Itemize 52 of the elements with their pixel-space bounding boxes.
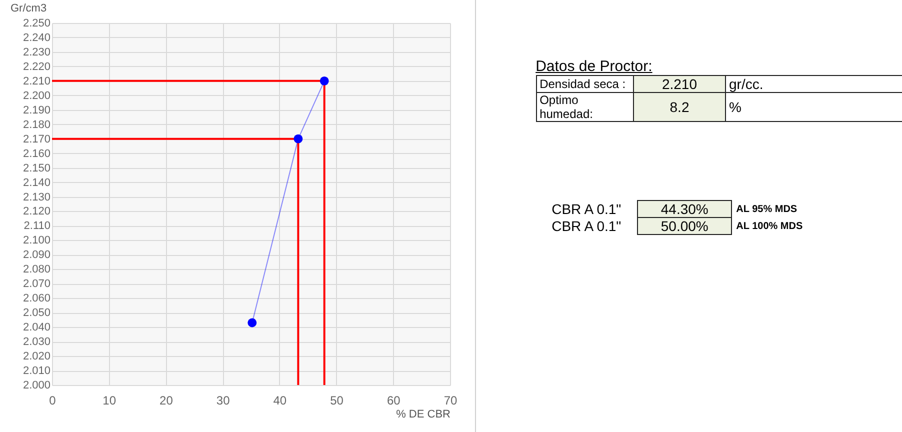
y-tick-label: 2.040 bbox=[22, 322, 50, 334]
point bbox=[294, 134, 303, 144]
text: Datos de Proctor: bbox=[536, 58, 654, 75]
y-tick-label: 2.160 bbox=[22, 148, 50, 160]
x-tick-label: 70 bbox=[444, 394, 458, 408]
y-tick-label: 2.030 bbox=[22, 336, 50, 348]
point bbox=[320, 76, 329, 86]
text: 8.2 bbox=[634, 92, 726, 122]
y-tick-label: 2.070 bbox=[22, 278, 50, 290]
x-tick-label: 0 bbox=[49, 394, 56, 408]
y-tick-label: 2.100 bbox=[22, 234, 50, 247]
x-axis-title: % DE CBR bbox=[396, 408, 451, 420]
y-tick-label: 2.080 bbox=[22, 264, 50, 276]
y-tick-label: 2.150 bbox=[22, 162, 50, 174]
x-tick-label: 30 bbox=[216, 394, 230, 408]
y-tick-label: 2.090 bbox=[22, 249, 50, 262]
y-tick-label: 2.110 bbox=[24, 220, 50, 232]
y-tick-label: 2.230 bbox=[22, 46, 50, 58]
y-tick-label: 2.190 bbox=[22, 104, 50, 116]
y-axis-title: Gr/cm3 bbox=[10, 2, 47, 14]
y-tick-label: 2.180 bbox=[22, 118, 50, 131]
y-tick-label: 2.050 bbox=[22, 307, 50, 320]
text: % bbox=[726, 92, 902, 122]
y-tick-label: 2.020 bbox=[22, 350, 50, 363]
text: AL 95% MDS bbox=[735, 202, 798, 216]
y-tick-label: 2.210 bbox=[22, 75, 50, 88]
text: Densidad seca : bbox=[536, 76, 634, 92]
x-tick-label: 50 bbox=[330, 394, 344, 408]
y-tick-label: 2.250 bbox=[22, 18, 50, 30]
x-tick-label: 60 bbox=[386, 394, 401, 408]
text: AL 100% MDS bbox=[735, 220, 804, 234]
x-tick-label: 40 bbox=[273, 394, 287, 408]
y-tick-label: 2.220 bbox=[22, 60, 50, 73]
x-tick-label: 10 bbox=[102, 394, 116, 408]
text: gr/cc. bbox=[726, 76, 902, 92]
y-tick-label: 2.200 bbox=[22, 90, 50, 102]
y-tick-label: 2.120 bbox=[22, 206, 50, 218]
text: 2.210 bbox=[634, 76, 726, 92]
x-tick-label: 20 bbox=[160, 394, 174, 408]
y-tick-label: 2.130 bbox=[22, 191, 50, 204]
y-tick-label: 2.000 bbox=[22, 380, 50, 392]
text: Optimo humedad: bbox=[536, 92, 634, 122]
y-tick-label: 2.140 bbox=[22, 176, 50, 189]
text: 44.30% bbox=[638, 200, 732, 218]
y-tick-label: 2.010 bbox=[22, 365, 50, 378]
y-tick-label: 2.240 bbox=[22, 32, 50, 44]
text: CBR A 0.1" bbox=[550, 218, 622, 234]
text: CBR A 0.1" bbox=[550, 200, 622, 218]
y-tick-label: 2.170 bbox=[22, 133, 50, 146]
y-tick-label: 2.060 bbox=[22, 292, 50, 305]
text: 50.00% bbox=[638, 218, 732, 234]
point bbox=[248, 318, 257, 328]
